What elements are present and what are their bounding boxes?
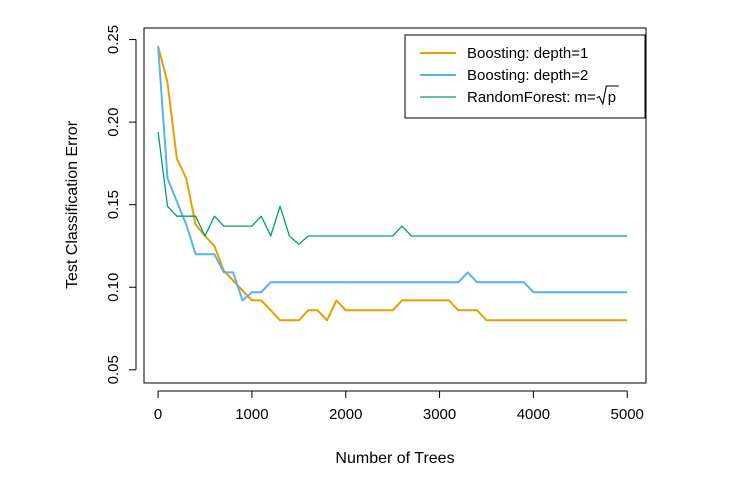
x-tick-label: 3000 — [423, 406, 456, 423]
x-axis-title: Number of Trees — [335, 450, 454, 467]
series-line-2 — [157, 46, 628, 302]
x-tick-label: 2000 — [329, 406, 362, 423]
x-tick-label: 0 — [154, 406, 162, 423]
y-axis-title: Test Classification Error — [64, 120, 81, 289]
y-axis: 0.05 0.10 0.15 0.20 0.25 — [105, 25, 137, 384]
legend-label: Boosting: depth=2 — [467, 67, 588, 84]
x-axis: 0 1000 2000 3000 4000 5000 — [154, 390, 644, 423]
legend-box — [404, 34, 646, 119]
x-tick-label: 5000 — [611, 406, 644, 423]
legend: Boosting: depth=1 Boosting: depth=2 Random… — [404, 34, 646, 119]
series-layer — [157, 45, 628, 322]
legend-label-sqrt-arg: p — [608, 89, 616, 106]
y-tick-label: 0.10 — [105, 273, 122, 302]
plot-frame — [143, 27, 647, 384]
series-line-1 — [157, 45, 628, 322]
y-tick-label: 0.25 — [105, 25, 122, 54]
legend-label: Boosting: depth=1 — [467, 45, 588, 62]
y-tick-label: 0.05 — [105, 355, 122, 384]
y-tick-label: 0.15 — [105, 190, 122, 219]
sqrt-sign — [596, 85, 619, 106]
y-tick-label: 0.20 — [105, 108, 122, 137]
legend-label: RandomForest: m= — [467, 89, 596, 106]
series-line-3 — [157, 131, 628, 245]
x-tick-label: 1000 — [235, 406, 268, 423]
x-tick-label: 4000 — [517, 406, 550, 423]
